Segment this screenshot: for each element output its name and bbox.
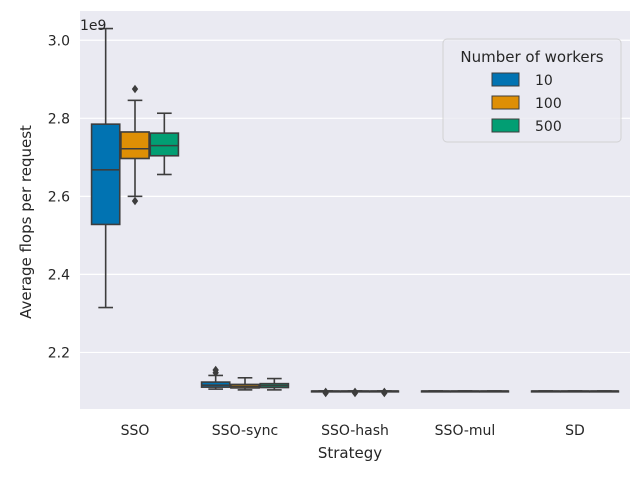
legend-swatch-100 xyxy=(491,95,520,110)
y-axis-title: Average flops per request xyxy=(17,125,35,319)
box-10-SD xyxy=(530,390,561,393)
box-500-SSO-hash xyxy=(369,387,400,398)
y-tick-label: 3.0 xyxy=(48,33,70,49)
legend-frame xyxy=(442,38,622,143)
flier-point xyxy=(351,387,359,397)
box-500-SD xyxy=(589,390,620,393)
x-tick-label: SSO-hash xyxy=(321,423,389,439)
grid-lines xyxy=(80,39,630,354)
flier-point xyxy=(131,196,139,206)
box-10-SSO-hash xyxy=(310,387,341,398)
legend-swatch-10 xyxy=(491,72,520,87)
x-tick-label: SD xyxy=(565,423,585,439)
box-iqr xyxy=(149,132,180,157)
y-tick-label: 2.6 xyxy=(48,189,70,205)
flier-point xyxy=(381,387,388,397)
legend-swatch-500 xyxy=(491,118,520,133)
box-100-SSO-mul xyxy=(450,390,480,393)
box-10-SSO-mul xyxy=(420,390,451,393)
y-tick-label: 2.8 xyxy=(48,111,70,127)
x-tick-label: SSO xyxy=(121,423,150,439)
flier-point xyxy=(131,84,139,94)
flier-point xyxy=(322,387,329,397)
legend-label-100: 100 xyxy=(535,96,562,112)
box-10-SSO xyxy=(90,27,121,309)
x-axis-title: Strategy xyxy=(318,444,382,462)
box-100-SSO-hash xyxy=(340,387,370,398)
legend-label-500: 500 xyxy=(535,119,562,135)
box-groups xyxy=(90,27,620,398)
box-100-SSO-sync xyxy=(230,376,260,391)
x-tick-label: SSO-mul xyxy=(435,423,496,439)
box-500-SSO-sync xyxy=(259,377,290,391)
box-100-SSO xyxy=(120,84,150,206)
box-iqr xyxy=(90,123,121,226)
legend-label-10: 10 xyxy=(535,73,553,89)
x-axis-ticks: SSO SSO-sync SSO-hash SSO-mul SD xyxy=(121,423,585,439)
box-100-SD xyxy=(560,390,590,393)
box-500-SSO-mul xyxy=(479,390,510,393)
box-500-SSO xyxy=(149,112,180,176)
x-tick-label: SSO-sync xyxy=(212,423,278,439)
box-iqr xyxy=(120,131,150,160)
y-axis-ticks: 2.2 2.4 2.6 2.8 3.0 xyxy=(48,33,70,361)
legend-title: Number of workers xyxy=(460,48,603,66)
flier-point xyxy=(212,365,219,375)
legend: Number of workers 10 100 500 xyxy=(442,38,622,143)
y-tick-label: 2.4 xyxy=(48,267,70,283)
y-offset-label: 1e9 xyxy=(80,18,106,34)
y-tick-label: 2.2 xyxy=(48,345,70,361)
box-10-SSO-sync xyxy=(200,365,231,390)
